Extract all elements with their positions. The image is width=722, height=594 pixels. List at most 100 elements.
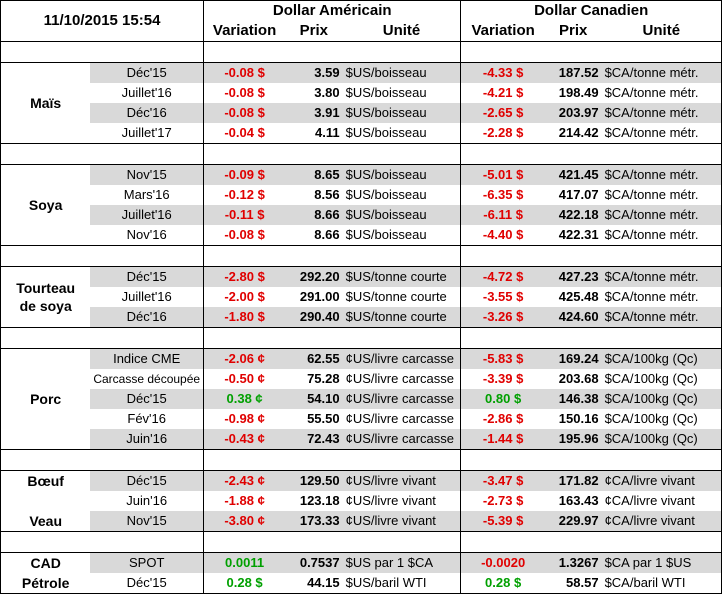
- cad-prix: 146.38: [544, 389, 602, 409]
- usd-unite: $US/boisseau: [342, 62, 461, 83]
- cad-variation: -4.72 $: [460, 266, 545, 287]
- contract-label: Déc'15: [90, 470, 204, 491]
- contract-label: Indice CME: [90, 348, 204, 369]
- contract-label: Déc'15: [90, 266, 204, 287]
- table-row: Juin'16 -0.43 ¢ 72.43 ¢US/livre carcasse -1.…: [1, 429, 722, 450]
- contract-label: Déc'16: [90, 103, 204, 123]
- usd-unite: ¢US/livre carcasse: [342, 409, 461, 429]
- cad-variation: -3.39 $: [460, 369, 545, 389]
- contract-label: Déc'16: [90, 307, 204, 328]
- usd-variation: -3.80 ¢: [203, 511, 286, 532]
- usd-variation-header: Variation: [203, 21, 286, 42]
- cad-variation: -4.33 $: [460, 62, 545, 83]
- table-row: Pétrole Déc'15 0.28 $44.15 $US/baril WTI 0.2…: [0, 573, 722, 594]
- usd-unite: ¢US/livre carcasse: [342, 348, 461, 369]
- usd-unite: $US/tonne courte: [342, 266, 461, 287]
- table-row: Déc'16 -1.80 $290.40 $US/tonne courte -3.26…: [1, 307, 722, 328]
- cad-unite: $CA/tonne métr.: [601, 266, 722, 287]
- cad-unite: ¢CA/livre vivant: [601, 511, 722, 532]
- usd-variation: -2.06 ¢: [203, 348, 286, 369]
- usd-prix: 3.59: [285, 62, 343, 83]
- group-separator: [0, 531, 722, 553]
- cad-group-header: Dollar Canadien: [460, 0, 722, 21]
- usd-unite: ¢US/livre carcasse: [342, 389, 461, 409]
- cad-unite: $CA/tonne métr.: [601, 103, 722, 123]
- cad-unite: $CA/100kg (Qc): [601, 429, 722, 450]
- cad-prix: 171.82: [544, 470, 602, 491]
- usd-unite: $US/boisseau: [342, 103, 461, 123]
- product-label: Bœuf: [0, 470, 91, 491]
- usd-prix: 3.91: [285, 103, 343, 123]
- cad-prix: 422.31: [544, 225, 602, 246]
- cad-unite: $CA/tonne métr.: [601, 185, 722, 205]
- cad-unite: $CA/100kg (Qc): [601, 348, 722, 369]
- cad-prix: 203.68: [544, 369, 602, 389]
- contract-label: Juillet'16: [90, 205, 204, 225]
- cad-variation: -5.01 $: [460, 164, 545, 185]
- table-row: Fév'16 -0.98 ¢ 55.50 ¢US/livre carcasse -2.8…: [1, 409, 722, 429]
- contract-label: Déc'15: [90, 573, 204, 594]
- table-row: Tourteau de soya Déc'15 -2.80 $292.20 $US/to…: [0, 266, 722, 328]
- contract-label: Déc'15: [90, 62, 204, 83]
- usd-variation: -2.80 $: [203, 266, 286, 287]
- usd-variation: -2.43 ¢: [203, 470, 286, 491]
- usd-unite: ¢US/livre carcasse: [342, 429, 461, 450]
- cad-prix: 425.48: [544, 287, 602, 307]
- contract-label: Carcasse découpée: [90, 369, 204, 389]
- product-label-line: de soya: [19, 298, 72, 314]
- usd-unite: ¢US/livre vivant: [342, 511, 461, 532]
- usd-prix: 44.15: [285, 573, 343, 594]
- cad-variation: -5.39 $: [460, 511, 545, 532]
- contract-label: Juillet'16: [90, 287, 204, 307]
- cad-prix: 150.16: [544, 409, 602, 429]
- cad-prix: 187.52: [544, 62, 602, 83]
- usd-prix: 291.00: [285, 287, 343, 307]
- usd-prix: 8.66: [285, 225, 343, 246]
- cad-unite: $CA/tonne métr.: [601, 307, 722, 328]
- usd-variation: -0.08 $: [203, 83, 286, 103]
- usd-unite-header: Unité: [342, 21, 461, 42]
- group-separator: [0, 327, 722, 349]
- usd-prix: 4.11: [285, 123, 343, 144]
- cad-prix: 195.96: [544, 429, 602, 450]
- product-label: Soya: [0, 164, 91, 246]
- contract-label: Juin'16: [90, 429, 204, 450]
- cad-prix: 214.42: [544, 123, 602, 144]
- cad-prix: 229.97: [544, 511, 602, 532]
- cad-variation: -6.11 $: [460, 205, 545, 225]
- cad-variation: -2.28 $: [460, 123, 545, 144]
- cad-unite: $CA/100kg (Qc): [601, 369, 722, 389]
- contract-label: Mars'16: [90, 185, 204, 205]
- product-label: Tourteau de soya: [0, 266, 91, 328]
- group-separator: [0, 143, 722, 165]
- table-row: Bœuf Déc'15 -2.43 ¢ 129.50 ¢US/livre vivant -…: [0, 470, 722, 491]
- cad-variation: -4.40 $: [460, 225, 545, 246]
- usd-variation: 0.38 ¢: [203, 389, 286, 409]
- usd-unite: $US/tonne courte: [342, 307, 461, 328]
- group-separator: [0, 41, 722, 63]
- usd-variation: -0.98 ¢: [203, 409, 286, 429]
- table-row: Nov'16 -0.08 $8.66 $US/boisseau -4.40 $422.…: [1, 225, 722, 246]
- cad-variation: -2.73 $: [460, 491, 545, 511]
- product-label-empty: [0, 491, 91, 511]
- cad-unite: ¢CA/livre vivant: [601, 491, 722, 511]
- usd-unite: ¢US/livre vivant: [342, 470, 461, 491]
- table-row: Juin'16 -1.88 ¢ 123.18 ¢US/livre vivant -2.7…: [0, 491, 722, 511]
- cad-variation: 0.80 $: [460, 389, 545, 409]
- contract-label: Nov'15: [90, 164, 204, 185]
- product-label: Veau: [0, 511, 91, 532]
- usd-variation: -0.09 $: [203, 164, 286, 185]
- cad-variation: -3.26 $: [460, 307, 545, 328]
- cad-unite: $CA/100kg (Qc): [601, 389, 722, 409]
- cad-variation: 0.28 $: [460, 573, 545, 594]
- contract-label: Fév'16: [90, 409, 204, 429]
- cad-prix: 422.18: [544, 205, 602, 225]
- usd-unite: $US/boisseau: [342, 205, 461, 225]
- table-row: Mars'16 -0.12 $8.56 $US/boisseau -6.35 $417…: [1, 185, 722, 205]
- cad-unite: $CA/tonne métr.: [601, 205, 722, 225]
- usd-unite: ¢US/livre vivant: [342, 491, 461, 511]
- table-row: Carcasse découpée -0.50 ¢ 75.28 ¢US/livre c…: [1, 369, 722, 389]
- cad-prix: 169.24: [544, 348, 602, 369]
- usd-variation: -0.50 ¢: [203, 369, 286, 389]
